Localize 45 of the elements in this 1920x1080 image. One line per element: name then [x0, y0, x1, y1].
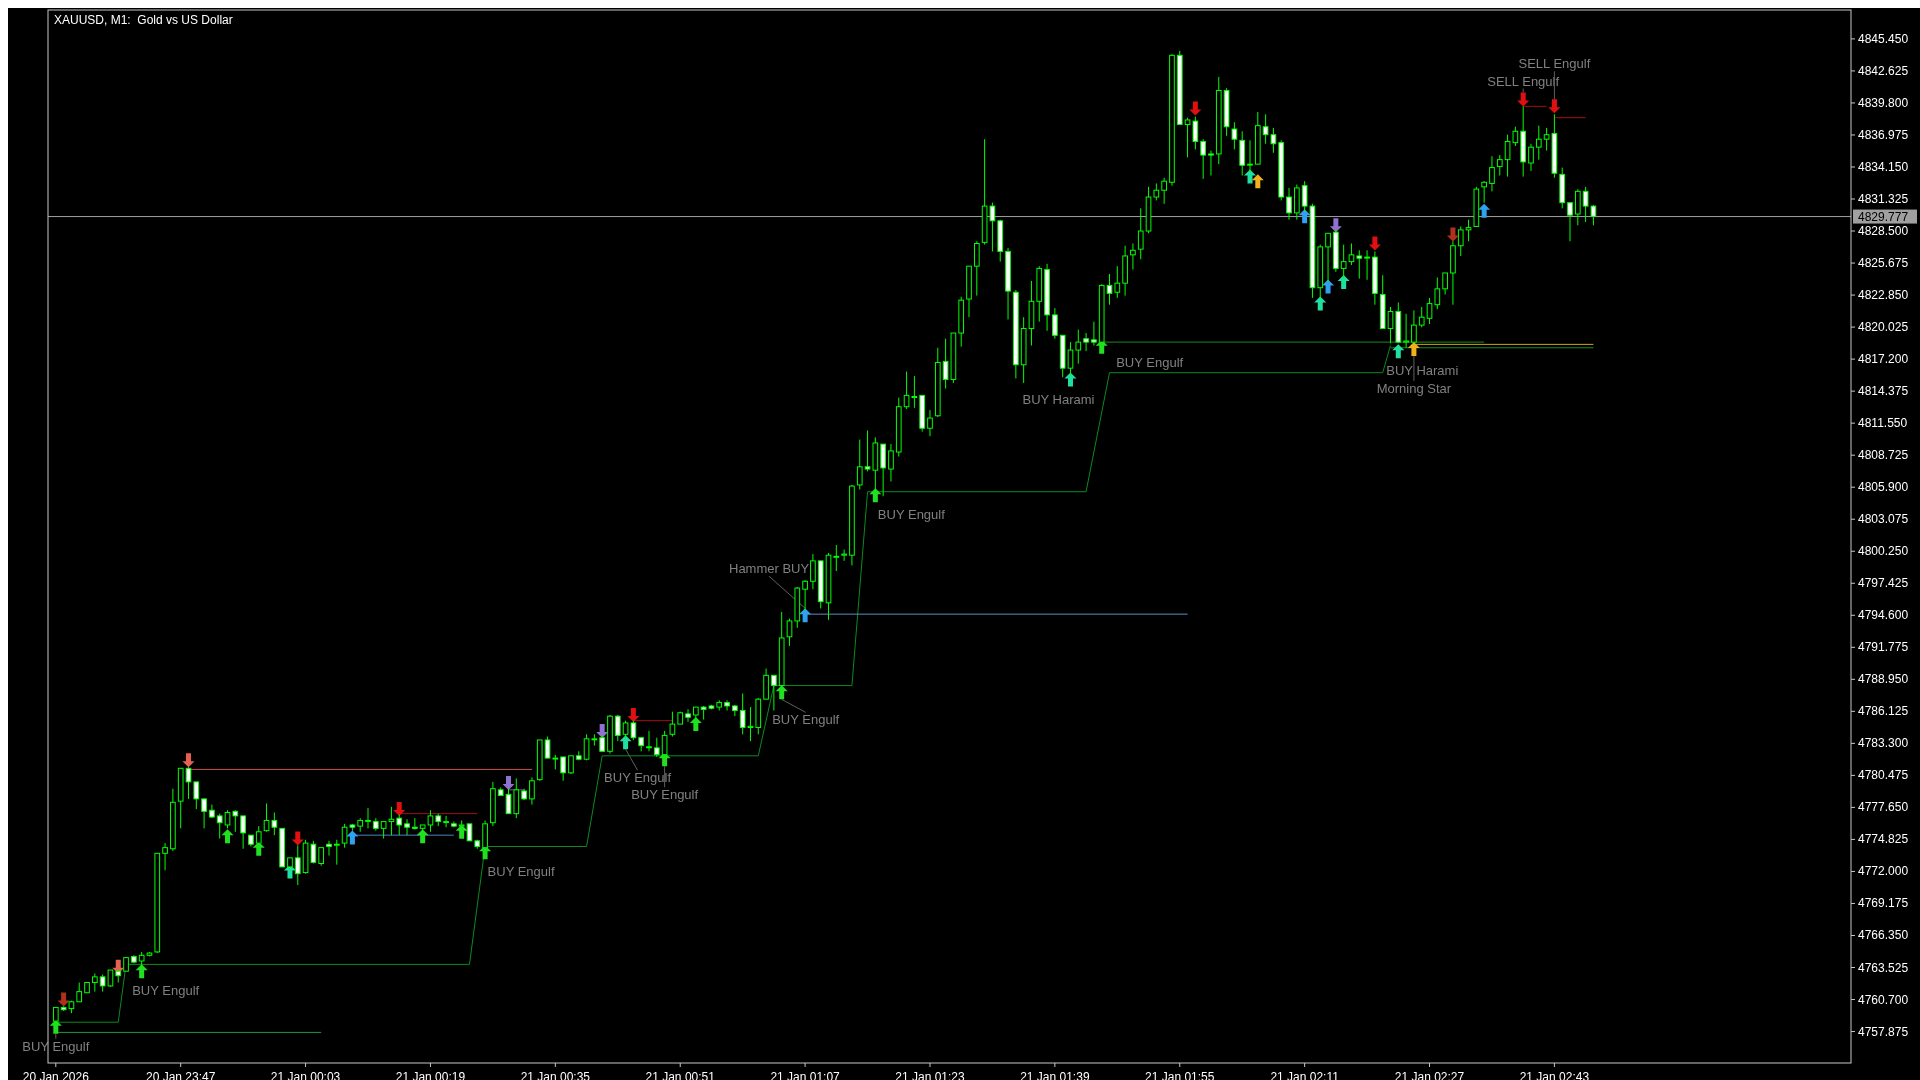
y-tick-label: 4780.475 — [1858, 768, 1909, 783]
annotation: Morning Star — [1376, 380, 1452, 396]
annotation: BUY Harami — [1022, 391, 1095, 407]
y-tick-label: 4783.300 — [1858, 736, 1909, 751]
y-tick-label: 4845.450 — [1858, 31, 1909, 46]
y-tick-label: 4839.800 — [1858, 95, 1909, 110]
y-tick-label: 4825.675 — [1858, 256, 1909, 271]
annotation: BUY Engulf — [1116, 354, 1184, 370]
y-tick-label: 4777.650 — [1858, 800, 1909, 815]
annotation: BUY Engulf — [487, 864, 555, 880]
y-tick-label: 4817.200 — [1858, 352, 1909, 367]
y-tick-label: 4794.600 — [1858, 608, 1909, 623]
ref-line-label: 4829.777 — [1858, 209, 1909, 224]
annotation: BUY Engulf — [631, 787, 699, 803]
annotation: Hammer BUY — [729, 561, 810, 577]
y-tick-label: 4831.325 — [1858, 192, 1909, 207]
y-tick-label: 4774.825 — [1858, 832, 1909, 847]
annotation: BUY Engulf — [877, 507, 946, 523]
annotation: BUY Engulf — [132, 983, 200, 999]
y-tick-label: 4805.900 — [1858, 480, 1909, 495]
y-tick-label: 4814.375 — [1858, 384, 1909, 399]
y-tick-label: 4803.075 — [1858, 512, 1909, 527]
annotation: BUY Engulf — [772, 712, 840, 728]
chart-title: XAUUSD, M1: Gold vs US Dollar — [54, 13, 233, 27]
y-tick-label: 4820.025 — [1858, 320, 1909, 335]
y-tick-label: 4828.500 — [1858, 224, 1909, 239]
y-tick-label: 4822.850 — [1858, 288, 1909, 303]
y-tick-label: 4772.000 — [1858, 864, 1909, 879]
y-tick-label: 4811.550 — [1858, 416, 1908, 431]
annotation: SELL Engulf — [1518, 56, 1591, 72]
y-tick-label: 4842.625 — [1858, 63, 1909, 78]
y-tick-label: 4788.950 — [1858, 672, 1909, 687]
y-tick-label: 4836.975 — [1858, 127, 1909, 142]
y-tick-label: 4808.725 — [1858, 448, 1909, 463]
y-tick-label: 4757.875 — [1858, 1024, 1909, 1039]
y-tick-label: 4786.125 — [1858, 704, 1909, 719]
y-tick-label: 4760.700 — [1858, 992, 1909, 1007]
y-tick-label: 4766.350 — [1858, 928, 1909, 943]
y-tick-label: 4791.775 — [1858, 640, 1909, 655]
y-tick-label: 4763.525 — [1858, 960, 1909, 975]
annotation: BUY Harami — [1386, 363, 1459, 379]
y-tick-label: 4797.425 — [1858, 576, 1909, 591]
y-tick-label: 4769.175 — [1858, 896, 1909, 911]
y-tick-label: 4800.250 — [1858, 544, 1909, 559]
y-tick-label: 4834.150 — [1858, 159, 1909, 174]
